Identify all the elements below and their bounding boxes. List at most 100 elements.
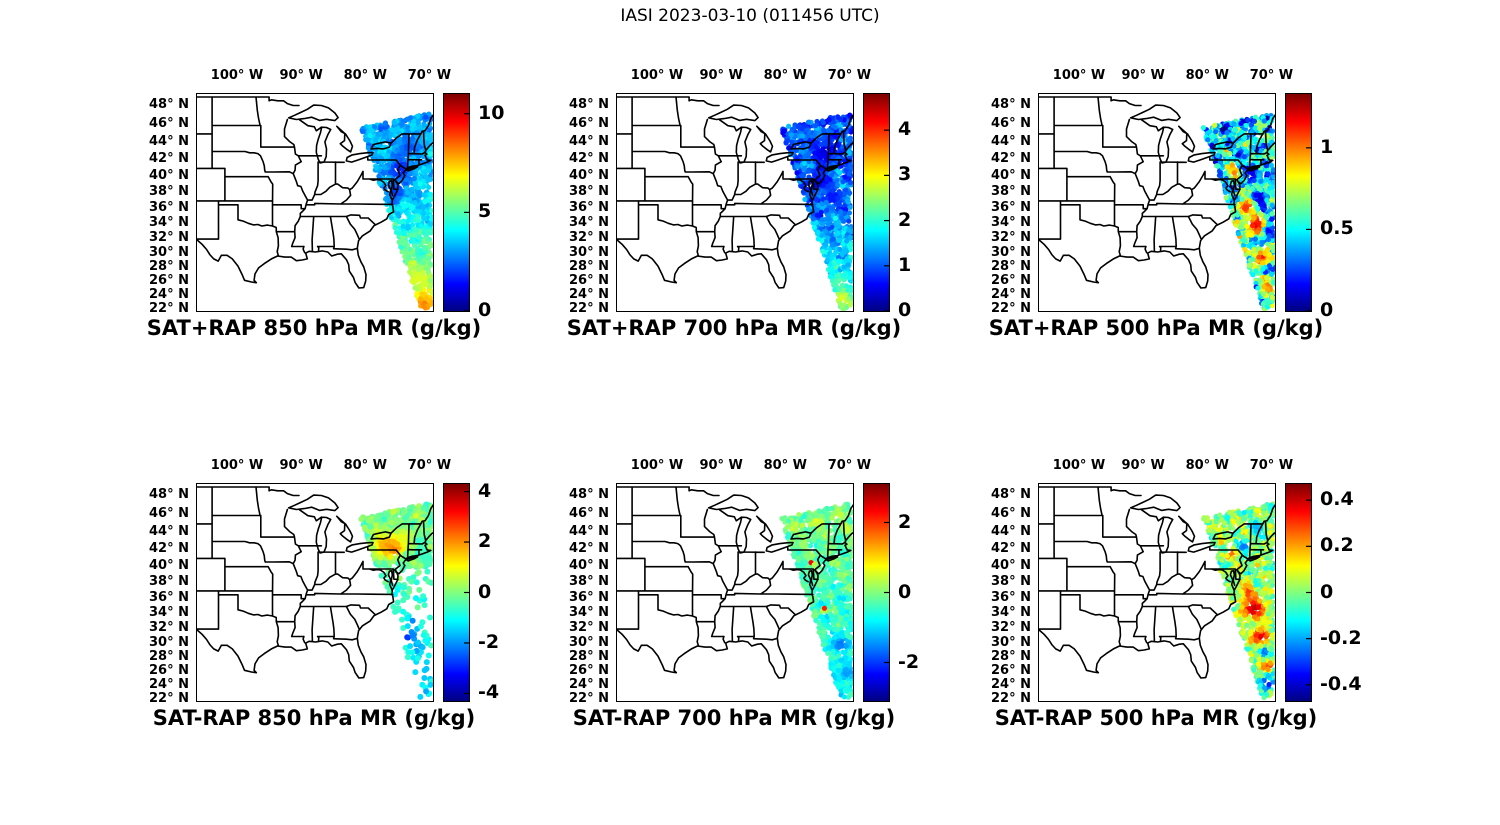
- panel-sat-plus-rap-500: 100° W 90° W 80° W 70° W 48° N 46° N 44° N 42° …: [958, 53, 1370, 353]
- lat-axis-tick-label: 44° N: [991, 133, 1031, 149]
- lon-axis-tick-label: 100° W: [210, 68, 264, 83]
- lon-axis-tick-label: 70° W: [407, 458, 452, 473]
- map-outline-path: [197, 96, 433, 289]
- lat-axis-tick-label: 44° N: [149, 133, 189, 149]
- lat-axis-tick-label: 34° N: [149, 605, 189, 621]
- lon-axis-tick-label: 70° W: [1249, 68, 1294, 83]
- colorbar-tick-label: -4: [478, 681, 500, 704]
- lat-axis-tick-label: 40° N: [991, 167, 1031, 183]
- lat-axis-tick-label: 42° N: [569, 541, 609, 556]
- lat-axis-tick-label: 28° N: [569, 259, 609, 275]
- lat-axis-tick-label: 46° N: [991, 115, 1031, 131]
- us-state-outlines-map: [197, 96, 433, 289]
- lon-axis-tick-label: 80° W: [1185, 68, 1230, 83]
- lat-axis-tick-label: 24° N: [569, 287, 609, 303]
- lat-axis-tick-label: 34° N: [149, 215, 189, 231]
- lat-axis-tick-label: 48° N: [569, 487, 609, 503]
- map-outline-path: [1039, 96, 1275, 289]
- lon-axis-tick-label: 80° W: [1185, 458, 1230, 473]
- lon-axis-tick-label: 90° W: [1121, 68, 1165, 83]
- lat-axis-tick-label: 24° N: [991, 287, 1031, 303]
- lat-axis-tick-label: 30° N: [991, 244, 1031, 260]
- colorbar: [1285, 483, 1312, 702]
- lat-axis-tick-label: 32° N: [569, 230, 609, 246]
- lat-axis-tick-label: 32° N: [569, 620, 609, 636]
- lat-axis-tick-label: 32° N: [149, 620, 189, 636]
- lat-axis-tick-label: 46° N: [149, 115, 189, 131]
- panel-title: SAT+RAP 850 hPa MR (g/kg): [146, 316, 482, 340]
- lon-axis-tick-label: 70° W: [827, 458, 872, 473]
- lat-axis-tick-label: 36° N: [149, 589, 189, 605]
- lon-axis-tick-label: 80° W: [763, 68, 808, 83]
- panel-sat-minus-rap-500: 100° W 90° W 80° W 70° W 48° N 46° N 44° N 42° …: [958, 443, 1370, 743]
- us-state-outlines-map: [1039, 96, 1275, 289]
- lat-axis-tick-label: 22° N: [569, 690, 609, 706]
- us-state-outlines-map: [197, 486, 433, 679]
- lon-axis-tick-label: 90° W: [279, 458, 323, 473]
- map-axes: [616, 93, 854, 312]
- panel-title: SAT-RAP 500 hPa MR (g/kg): [994, 706, 1318, 730]
- colorbar-tick-label: -0.4: [1320, 672, 1362, 695]
- lon-axis-tick-label: 100° W: [1052, 458, 1106, 473]
- map-axes: [1038, 93, 1276, 312]
- satellite-swath-scatter: [197, 94, 433, 311]
- colorbar-tick-label: 2: [898, 510, 912, 533]
- satellite-swath-scatter: [617, 484, 853, 701]
- colorbar-tick-label: 1: [1320, 135, 1334, 158]
- lat-axis-tick-label: 24° N: [149, 677, 189, 693]
- lat-axis-tick-label: 44° N: [569, 523, 609, 539]
- lat-axis-tick-label: 38° N: [149, 573, 189, 589]
- colorbar-tick-label: 10: [478, 101, 505, 124]
- lat-axis-tick-label: 28° N: [149, 259, 189, 275]
- colorbar-tick-label: 4: [478, 479, 492, 502]
- lat-axis-tick-label: 32° N: [991, 230, 1031, 246]
- us-state-outlines-map: [617, 486, 853, 679]
- map-axes: [196, 483, 434, 702]
- lon-axis-tick-label: 100° W: [210, 458, 264, 473]
- lon-axis-tick-label: 80° W: [343, 68, 388, 83]
- lat-axis-tick-label: 38° N: [991, 573, 1031, 589]
- lat-axis-tick-label: 24° N: [991, 677, 1031, 693]
- lat-axis-tick-label: 34° N: [991, 605, 1031, 621]
- lat-axis-tick-label: 26° N: [991, 273, 1031, 289]
- satellite-swath-scatter: [197, 484, 433, 701]
- lat-axis-tick-label: 30° N: [149, 634, 189, 650]
- lat-axis-tick-label: 28° N: [149, 649, 189, 665]
- lat-axis-tick-label: 44° N: [149, 523, 189, 539]
- panel-sat-plus-rap-700: 100° W 90° W 80° W 70° W 48° N 46° N 44° N 42° …: [536, 53, 948, 353]
- panel-title: SAT-RAP 850 hPa MR (g/kg): [152, 706, 476, 730]
- colorbar-tick-label: -0.2: [1320, 626, 1362, 649]
- map-axes: [1038, 483, 1276, 702]
- map-outline-path: [197, 486, 433, 679]
- lat-axis-tick-label: 36° N: [149, 199, 189, 215]
- lat-axis-tick-label: 48° N: [149, 97, 189, 113]
- colorbar-tick-label: 0.5: [1320, 217, 1354, 240]
- lat-axis-tick-label: 26° N: [149, 663, 189, 679]
- lat-axis-tick-label: 34° N: [991, 215, 1031, 231]
- lat-axis-tick-label: 40° N: [149, 167, 189, 183]
- satellite-swath-scatter: [617, 94, 853, 311]
- lat-axis-tick-label: 38° N: [569, 573, 609, 589]
- lon-axis-tick-label: 70° W: [827, 68, 872, 83]
- lat-axis-tick-label: 30° N: [149, 244, 189, 260]
- lat-axis-tick-label: 46° N: [569, 505, 609, 521]
- colorbar-tick-label: 0: [478, 580, 492, 603]
- lat-axis-tick-label: 36° N: [991, 589, 1031, 605]
- colorbar: [1285, 93, 1312, 312]
- colorbar: [443, 93, 470, 312]
- lat-axis-tick-label: 44° N: [569, 133, 609, 149]
- colorbar: [443, 483, 470, 702]
- panel-title: SAT-RAP 700 hPa MR (g/kg): [572, 706, 896, 730]
- lat-axis-tick-label: 40° N: [991, 557, 1031, 573]
- colorbar: [863, 93, 890, 312]
- colorbar-tick-label: 3: [898, 163, 912, 186]
- colorbar-tick-label: 2: [898, 208, 912, 231]
- lat-axis-tick-label: 38° N: [991, 183, 1031, 199]
- colorbar-tick-label: -2: [898, 650, 920, 673]
- lon-axis-tick-label: 70° W: [1249, 458, 1294, 473]
- lat-axis-tick-label: 36° N: [991, 199, 1031, 215]
- lon-axis-tick-label: 70° W: [407, 68, 452, 83]
- lon-axis-tick-label: 100° W: [1052, 68, 1106, 83]
- colorbar-tick-label: -2: [478, 630, 500, 653]
- lon-axis-tick-label: 100° W: [630, 458, 684, 473]
